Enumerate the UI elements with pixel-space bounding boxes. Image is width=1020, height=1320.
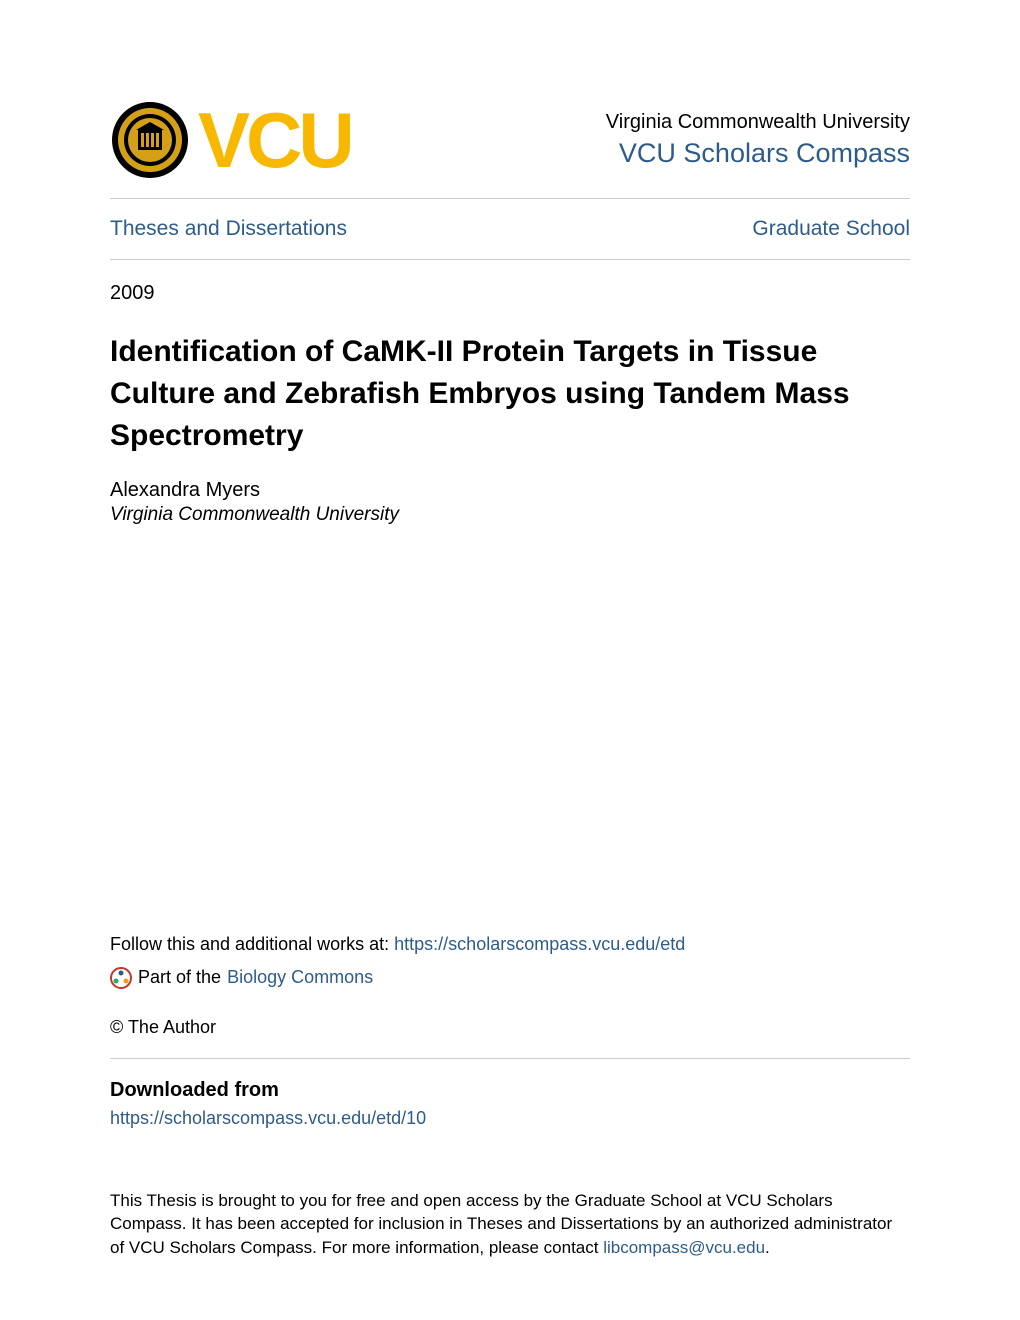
- university-seal-icon: [110, 100, 190, 180]
- follow-line: Follow this and additional works at: htt…: [110, 934, 910, 955]
- footer-text-part2: .: [765, 1238, 770, 1257]
- nav-graduate-school-link[interactable]: Graduate School: [752, 217, 910, 241]
- nav-theses-link[interactable]: Theses and Dissertations: [110, 217, 347, 241]
- footer-text-part1: This Thesis is brought to you for free a…: [110, 1191, 892, 1258]
- partof-line: Part of the Biology Commons: [110, 967, 910, 989]
- repository-link[interactable]: VCU Scholars Compass: [619, 138, 910, 168]
- vcu-logo-text: VCU: [198, 101, 351, 179]
- document-year: 2009: [110, 282, 910, 305]
- institution-name: Virginia Commonwealth University: [606, 111, 910, 134]
- copyright-text: © The Author: [110, 1017, 910, 1038]
- footer-text: This Thesis is brought to you for free a…: [110, 1189, 910, 1260]
- divider-bottom: [110, 1058, 910, 1059]
- document-title: Identification of CaMK-II Protein Target…: [110, 331, 910, 457]
- header-row: VCU Virginia Commonwealth University VCU…: [110, 100, 910, 180]
- author-affiliation: Virginia Commonwealth University: [110, 504, 910, 526]
- network-icon: [110, 967, 132, 989]
- logo-block: VCU: [110, 100, 351, 180]
- downloaded-heading: Downloaded from: [110, 1079, 910, 1102]
- footer-contact-link[interactable]: libcompass@vcu.edu: [603, 1238, 765, 1257]
- follow-prefix: Follow this and additional works at:: [110, 934, 394, 954]
- partof-link[interactable]: Biology Commons: [227, 967, 373, 988]
- content-spacer: [110, 526, 910, 934]
- follow-url-link[interactable]: https://scholarscompass.vcu.edu/etd: [394, 934, 685, 954]
- institution-block: Virginia Commonwealth University VCU Sch…: [606, 111, 910, 169]
- author-name: Alexandra Myers: [110, 479, 910, 502]
- partof-prefix: Part of the: [138, 967, 221, 988]
- divider-nav: [110, 259, 910, 260]
- download-url-link[interactable]: https://scholarscompass.vcu.edu/etd/10: [110, 1108, 910, 1129]
- nav-row: Theses and Dissertations Graduate School: [110, 199, 910, 259]
